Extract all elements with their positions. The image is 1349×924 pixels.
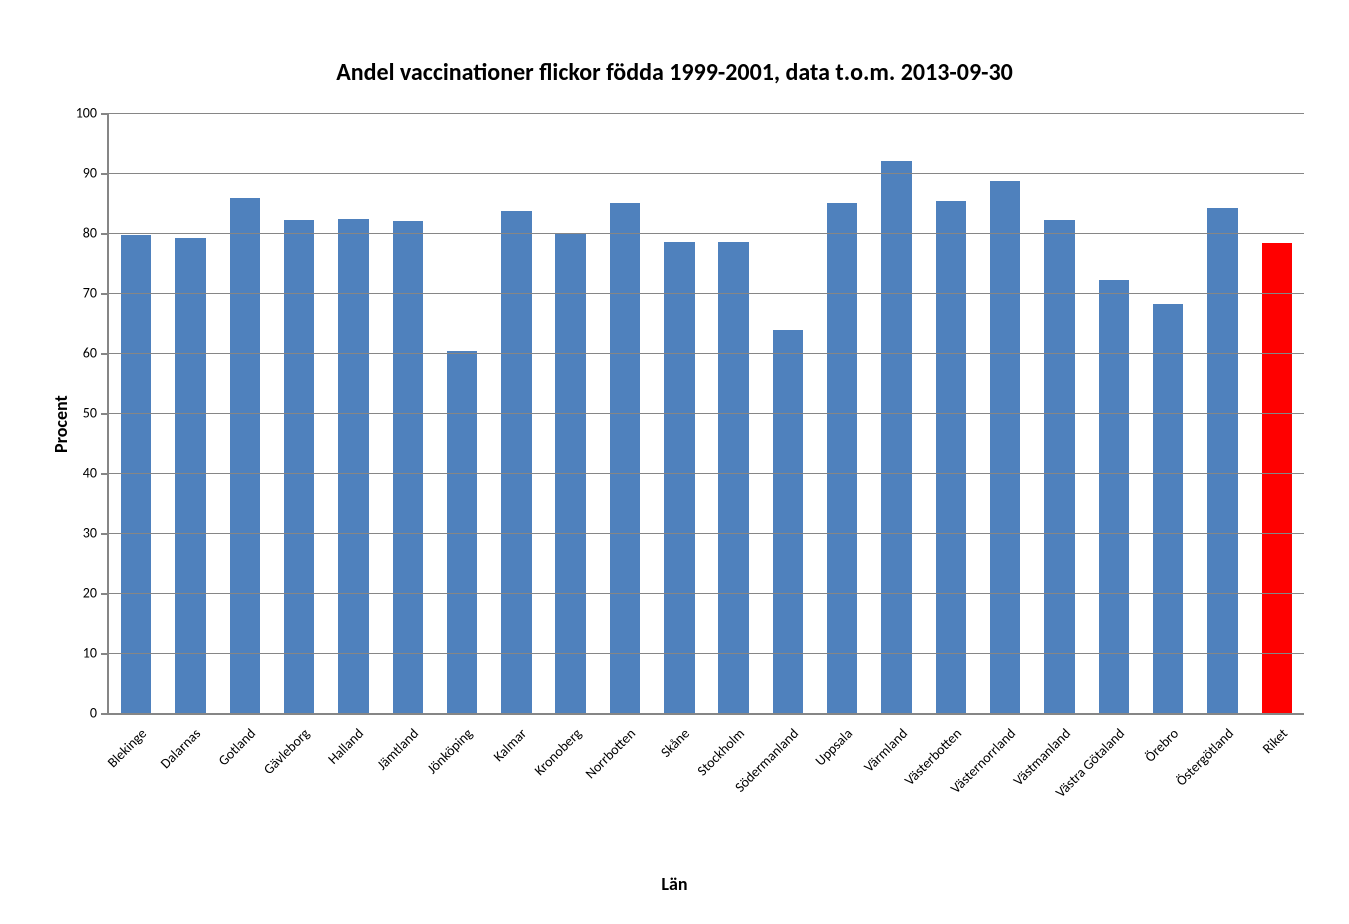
chart-title: Andel vaccinationer flickor födda 1999-2… — [0, 58, 1349, 87]
y-tick-label: 0 — [59, 705, 97, 722]
vaccination-bar-chart: Andel vaccinationer flickor födda 1999-2… — [0, 0, 1349, 924]
y-tick-label: 90 — [59, 165, 97, 182]
y-tick-label: 100 — [59, 105, 97, 122]
x-tick-label: Kronoberg — [474, 725, 585, 836]
bar — [936, 201, 966, 713]
bar — [501, 211, 531, 713]
bar — [610, 203, 640, 713]
bar — [1153, 304, 1183, 713]
y-tick — [101, 353, 107, 355]
y-tick — [101, 473, 107, 475]
x-tick-label: Jämtland — [311, 725, 422, 836]
bar — [1099, 280, 1129, 713]
bar — [393, 221, 423, 713]
x-tick-label: Västmanland — [963, 725, 1074, 836]
x-tick-label: Riket — [1180, 725, 1291, 836]
bar — [175, 238, 205, 713]
y-tick — [101, 653, 107, 655]
x-tick-label: Örebro — [1071, 725, 1182, 836]
gridline — [109, 533, 1304, 534]
x-tick-label: Södermanland — [691, 725, 802, 836]
gridline — [109, 293, 1304, 294]
x-tick-label: Västernorrland — [908, 725, 1019, 836]
y-tick-label: 40 — [59, 465, 97, 482]
gridline — [109, 173, 1304, 174]
gridline — [109, 593, 1304, 594]
y-tick-label: 10 — [59, 645, 97, 662]
gridline — [109, 653, 1304, 654]
x-tick-label: Gotland — [148, 725, 259, 836]
x-tick-label: Västerbotten — [854, 725, 965, 836]
plot-area — [107, 113, 1304, 715]
bar — [718, 242, 748, 713]
x-tick-label: Halland — [256, 725, 367, 836]
gridline — [109, 353, 1304, 354]
x-tick-label: Skåne — [582, 725, 693, 836]
y-tick — [101, 233, 107, 235]
gridline — [109, 113, 1304, 114]
bar — [827, 203, 857, 713]
x-tick-label: Stockholm — [637, 725, 748, 836]
gridline — [109, 473, 1304, 474]
y-tick — [101, 173, 107, 175]
bar — [664, 242, 694, 713]
bar — [773, 330, 803, 713]
x-tick-label: Östergötland — [1126, 725, 1237, 836]
x-tick-label: Dalarnas — [93, 725, 204, 836]
y-tick — [101, 533, 107, 535]
x-tick-label: Värmland — [800, 725, 911, 836]
gridline — [109, 233, 1304, 234]
y-tick-label: 60 — [59, 345, 97, 362]
y-tick-label: 80 — [59, 225, 97, 242]
x-tick-label: Blekinge — [39, 725, 150, 836]
x-tick-label: Jönköping — [365, 725, 476, 836]
x-tick-label: Västra Götaland — [1017, 725, 1128, 836]
y-tick-label: 30 — [59, 525, 97, 542]
y-tick-label: 70 — [59, 285, 97, 302]
bar — [1044, 220, 1074, 713]
gridline — [109, 413, 1304, 414]
x-tick-label: Norrbotten — [528, 725, 639, 836]
x-tick-label: Kalmar — [419, 725, 530, 836]
bar — [447, 351, 477, 713]
y-tick — [101, 713, 107, 715]
x-tick-label: Uppsala — [745, 725, 856, 836]
x-tick-label: Gävleborg — [202, 725, 313, 836]
y-tick-label: 50 — [59, 405, 97, 422]
y-tick-label: 20 — [59, 585, 97, 602]
bar — [1207, 208, 1237, 713]
bar — [881, 161, 911, 713]
y-tick — [101, 593, 107, 595]
y-tick — [101, 113, 107, 115]
x-axis-title: Län — [0, 873, 1349, 895]
bar — [230, 198, 260, 713]
y-tick — [101, 413, 107, 415]
bar — [1262, 243, 1292, 713]
y-tick — [101, 293, 107, 295]
bar — [990, 181, 1020, 713]
bar — [284, 220, 314, 713]
